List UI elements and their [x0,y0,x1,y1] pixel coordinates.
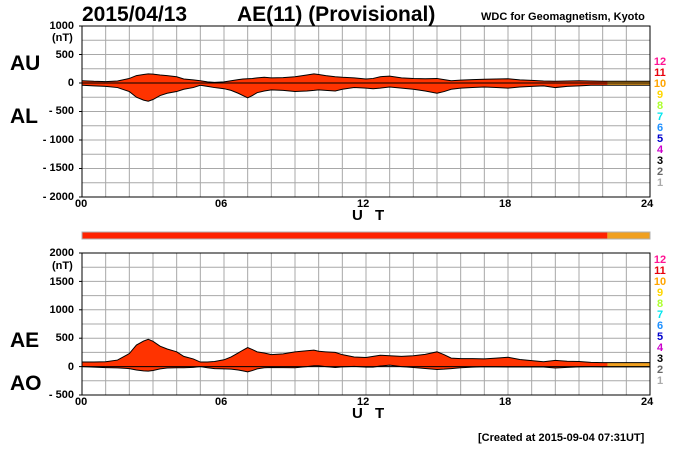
legend-level-12: 12 [653,254,667,266]
legend-level-11: 11 [654,67,666,79]
top-xtick: 06 [215,198,228,210]
legend-level-11: 11 [654,265,666,277]
legend-level-10: 10 [653,276,667,288]
top-ytick: - 500 [48,105,74,117]
legend-level-3: 3 [656,155,664,167]
chart-title: AE(11) (Provisional) [237,3,436,26]
quality-bar-main [82,232,608,239]
bottom-ytick: 1000 [49,304,74,316]
bottom-ytick: 0 [67,361,74,373]
top-ytick: - 2000 [42,191,74,203]
legend-level-8: 8 [656,100,664,112]
legend-level-12: 12 [653,56,667,68]
bottom-unit-label: (nT) [52,260,73,272]
legend-level-1: 1 [656,375,664,387]
top-ytick: 1000 [49,20,74,32]
legend-level-6: 6 [656,320,664,332]
legend-level-3: 3 [656,353,664,365]
legend-level-4: 4 [656,144,664,156]
bottom-band-late-area [607,362,650,367]
bottom-xtick: 18 [499,396,512,408]
top-xtick: 18 [499,198,512,210]
legend-level-1: 1 [656,177,664,189]
bottom-xtick: 12 [357,396,370,408]
bottom-ytick: - 500 [48,389,74,401]
ao-label: AO [10,372,42,395]
quality-bar-frame [81,231,651,240]
date-label: 2015/04/13 [82,3,188,26]
source-label: WDC for Geomagnetism, Kyoto [481,11,645,23]
legend-level-5: 5 [656,331,664,343]
top-ytick: - 1000 [42,134,74,146]
legend-level-7: 7 [656,111,664,123]
top-unit-label: (nT) [52,32,73,44]
legend-level-2: 2 [656,166,664,178]
bottom-plot-frame [81,252,651,396]
bottom-ytick: 2000 [49,247,74,259]
legend-level-7: 7 [656,309,664,321]
top-ytick: 500 [55,49,74,61]
quality-bar-late [607,232,650,239]
top-ytick: 0 [67,77,74,89]
top-xtick: 00 [75,198,88,210]
al-label: AL [10,105,38,128]
level-legend-top: 12 11 10 9 8 7 6 5 4 3 2 1 [650,57,670,189]
legend-level-9: 9 [656,287,664,299]
top-xtick: 12 [357,198,370,210]
bottom-ytick: 1500 [49,276,74,288]
bottom-xtick: 24 [641,396,654,408]
top-series-al-line [81,84,650,102]
au-label: AU [10,52,41,75]
legend-level-8: 8 [656,298,664,310]
legend-level-5: 5 [656,133,664,145]
bottom-x-axis-label: U T [352,405,389,422]
top-band-area [82,73,650,102]
ae-label: AE [10,329,40,352]
bottom-xtick: 00 [75,396,88,408]
level-legend-bottom: 12 11 10 9 8 7 6 5 4 3 2 1 [650,255,670,387]
top-xtick: 24 [641,198,654,210]
legend-level-4: 4 [656,342,664,354]
top-x-axis-label: U T [352,207,389,224]
legend-level-10: 10 [653,78,667,90]
bottom-ytick: 500 [55,332,74,344]
created-timestamp: [Created at 2015-09-04 07:31UT] [478,432,645,444]
bottom-series-ae-line [82,338,650,364]
top-ytick: - 1500 [42,162,74,174]
top-series-au-line [81,73,650,83]
legend-level-9: 9 [656,89,664,101]
legend-level-6: 6 [656,122,664,134]
legend-level-2: 2 [656,364,664,376]
bottom-xtick: 06 [215,396,228,408]
bottom-band-area [82,339,650,372]
